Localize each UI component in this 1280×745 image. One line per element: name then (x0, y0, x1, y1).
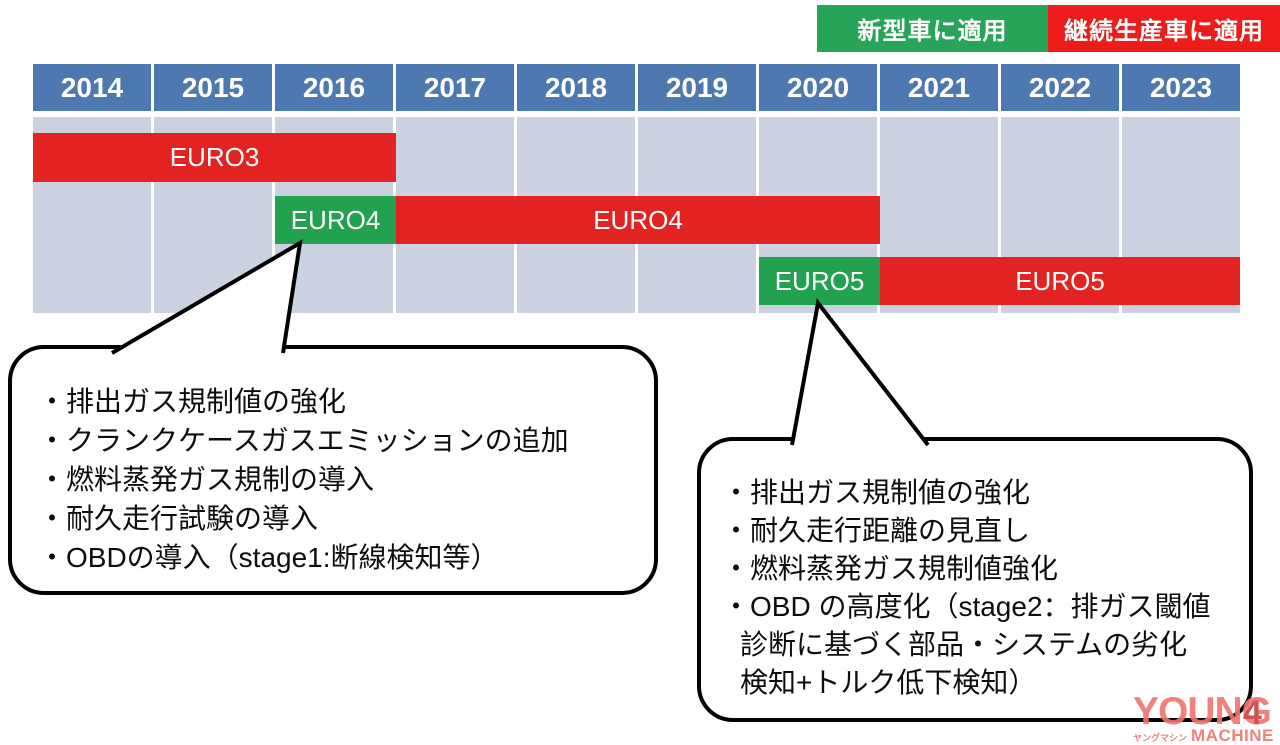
year-2014: 2014 (33, 64, 151, 111)
logo-machine-text: MACHINE (1191, 726, 1274, 745)
legend-continuing-production: 継続生産車に適用 (1048, 5, 1280, 52)
logo-number: 4 (1243, 694, 1262, 732)
bar-euro5-continuing: EURO5 (880, 257, 1240, 305)
callout-bubble-euro4 (8, 345, 658, 595)
legend-new-model: 新型車に適用 (817, 5, 1048, 52)
year-2022: 2022 (1001, 64, 1119, 111)
callout-text-euro4: ・排出ガス規制値の強化 ・クランクケースガスエミッションの追加 ・燃料蒸発ガス規… (38, 382, 644, 577)
young-machine-logo: YOUNG ヤングマシン MACHINE 4 (1133, 692, 1274, 744)
bar-euro4-continuing: EURO4 (396, 196, 880, 244)
callout-line: 診断に基づく部品・システムの劣化 (740, 629, 1188, 660)
bar-euro3-continuing: EURO3 (33, 133, 396, 182)
year-2017: 2017 (396, 64, 514, 111)
callout-line: ・クランクケースガスエミッションの追加 (38, 425, 569, 456)
year-2020: 2020 (759, 64, 877, 111)
year-2023: 2023 (1122, 64, 1240, 111)
year-2018: 2018 (517, 64, 635, 111)
logo-young-text: YOUNG (1133, 690, 1272, 733)
year-2016: 2016 (275, 64, 393, 111)
callout-tail-euro5-icon (790, 298, 930, 447)
year-header-row: 2014 2015 2016 2017 2018 2019 2020 2021 … (33, 64, 1240, 111)
callout-line: ・OBDの導入（stage1:断線検知等） (38, 542, 499, 573)
callout-line: ・耐久走行試験の導入 (38, 503, 319, 534)
callout-line: ・OBD の高度化（stage2：排ガス閾値 (722, 591, 1211, 622)
callout-line: ・燃料蒸発ガス規制の導入 (38, 464, 375, 495)
callout-line: 検知+トルク低下検知） (740, 667, 1037, 698)
year-2015: 2015 (154, 64, 272, 111)
bar-euro5-new-model: EURO5 (759, 257, 880, 305)
bar-euro4-new-model: EURO4 (275, 196, 396, 244)
callout-line: ・排出ガス規制値の強化 (722, 477, 1031, 508)
callout-bubble-euro5 (697, 437, 1253, 722)
callout-text-euro5: ・排出ガス規制値の強化 ・耐久走行距離の見直し ・燃料蒸発ガス規制値強化 ・OB… (722, 474, 1242, 702)
year-2021: 2021 (880, 64, 998, 111)
callout-line: ・耐久走行距離の見直し (722, 515, 1031, 546)
callout-line: ・燃料蒸発ガス規制値強化 (722, 553, 1059, 584)
callout-line: ・排出ガス規制値の強化 (38, 386, 347, 417)
year-2019: 2019 (638, 64, 756, 111)
logo-katakana-text: ヤングマシン (1133, 733, 1188, 743)
